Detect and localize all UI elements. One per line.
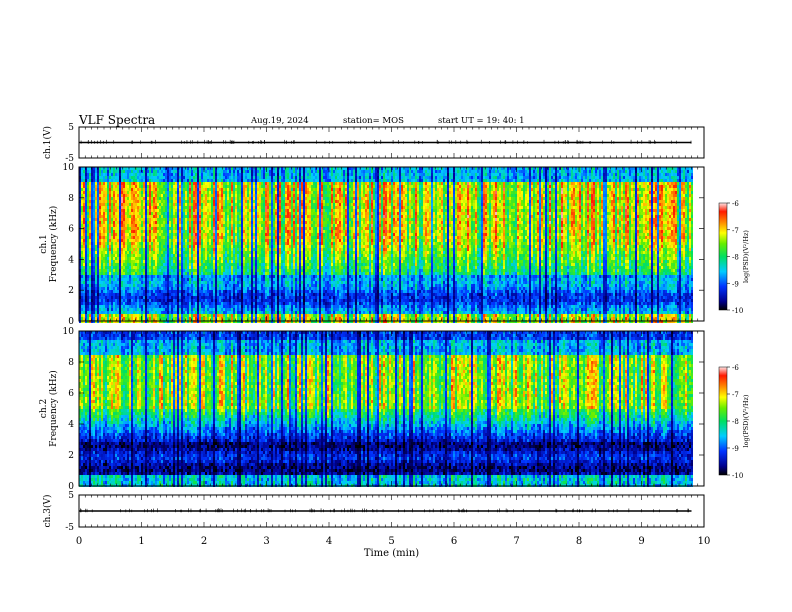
y-tick-label-1: 10 xyxy=(63,163,75,173)
y-tick-label-2: 2 xyxy=(68,451,74,461)
station-label: station= MOS xyxy=(343,116,404,126)
y-tick-label-1: 4 xyxy=(68,255,74,265)
colorbar-2 xyxy=(718,366,728,476)
colorbar-1 xyxy=(718,202,728,311)
y-axis-label-0: ch.1(V) xyxy=(42,126,53,159)
colorbar-tick-2: -6 xyxy=(732,364,739,372)
y-tick-label-2: 0 xyxy=(68,482,74,492)
y-tick-label-1: 2 xyxy=(68,286,74,296)
y-axis-label-2: ch.2 xyxy=(39,399,49,418)
colorbar-tick-2: -10 xyxy=(732,472,743,480)
x-tick-label: 2 xyxy=(201,536,207,547)
colorbar-label-1: log(PSD)(V²/Hz) xyxy=(742,230,750,283)
x-tick-label: 6 xyxy=(451,536,457,547)
y-axis-label-1: Frequency (kHz) xyxy=(48,206,59,283)
colorbar-tick-1: -9 xyxy=(732,280,739,288)
x-tick-label: 7 xyxy=(513,536,519,547)
x-tick-label: 8 xyxy=(576,536,582,547)
y-tick-label-0: -5 xyxy=(65,154,74,164)
y-tick-label-3: -5 xyxy=(65,523,74,533)
y-tick-label-1: 6 xyxy=(68,225,74,235)
colorbar-tick-1: -7 xyxy=(732,227,739,235)
x-tick-label: 3 xyxy=(263,536,269,547)
y-axis-label-1: ch.1 xyxy=(39,234,49,253)
colorbar-tick-1: -10 xyxy=(732,307,743,315)
y-tick-label-3: 5 xyxy=(68,491,74,501)
spectrogram-2 xyxy=(79,331,693,487)
colorbar-tick-2: -7 xyxy=(732,391,739,399)
chart-title: VLF Spectra xyxy=(79,113,155,127)
colorbar-tick-1: -6 xyxy=(732,200,739,208)
y-tick-label-1: 0 xyxy=(68,317,74,327)
colorbar-tick-2: -9 xyxy=(732,445,739,453)
y-tick-label-0: 5 xyxy=(68,123,74,133)
y-axis-label-2: Frequency (kHz) xyxy=(48,370,59,447)
start-time-label: start UT = 19: 40: 1 xyxy=(438,116,525,126)
y-tick-label-2: 4 xyxy=(68,420,74,430)
colorbar-tick-2: -8 xyxy=(732,418,739,426)
x-tick-label: 5 xyxy=(388,536,394,547)
x-tick-label: 9 xyxy=(638,536,644,547)
y-tick-label-2: 10 xyxy=(63,327,75,337)
spectrogram-1 xyxy=(79,167,693,323)
x-tick-label: 0 xyxy=(76,536,82,547)
y-tick-label-2: 8 xyxy=(68,358,74,368)
x-tick-label: 10 xyxy=(698,536,711,547)
x-axis-label: Time (min) xyxy=(364,548,419,559)
y-tick-label-2: 6 xyxy=(68,389,74,399)
x-tick-label: 1 xyxy=(138,536,144,547)
y-axis-label-3: ch.3(V) xyxy=(42,495,53,528)
date-label: Aug.19, 2024 xyxy=(251,116,309,126)
colorbar-label-2: log(PSD)(V²/Hz) xyxy=(742,394,750,447)
x-tick-label: 4 xyxy=(326,536,332,547)
colorbar-tick-1: -8 xyxy=(732,254,739,262)
y-tick-label-1: 8 xyxy=(68,194,74,204)
